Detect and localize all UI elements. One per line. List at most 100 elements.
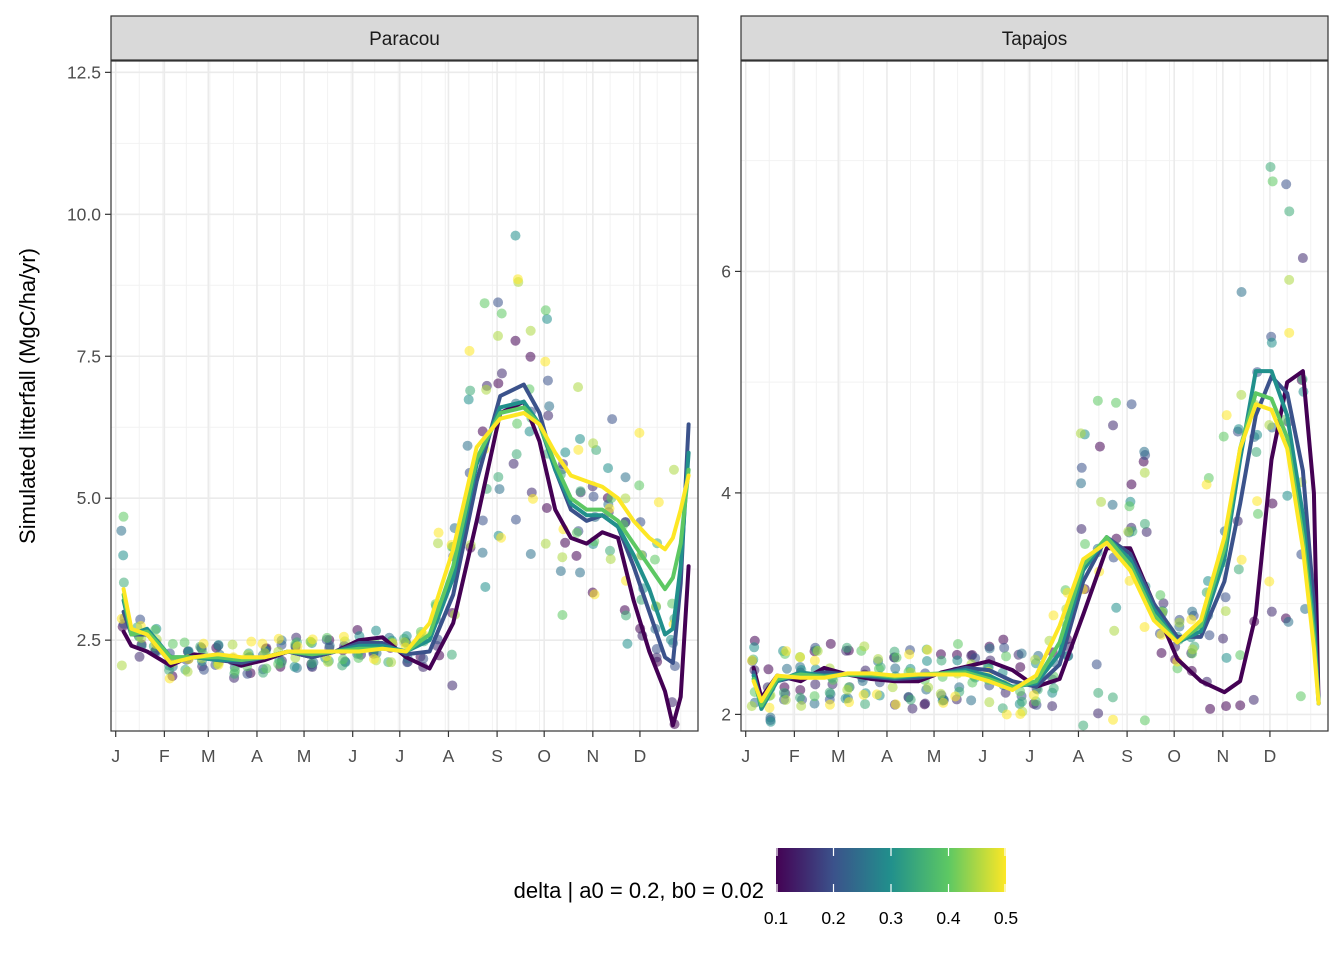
scatter-point [508,458,519,469]
y-axis-title: Simulated litterfall (MgC/ha/yr) [15,248,40,544]
scatter-point [480,581,491,592]
scatter-point [588,491,599,502]
scatter-point [1220,592,1231,603]
scatter-point [952,638,963,649]
scatter-point [525,325,536,336]
scatter-point [479,298,490,309]
scatter-point [1108,420,1119,431]
scatter-point [999,642,1010,653]
x-tick-label: J [395,746,404,766]
scatter-point [841,642,852,653]
scatter-point [649,554,660,565]
scatter-point [512,418,523,429]
scatter-point [935,688,946,699]
scatter-point [1284,206,1295,217]
x-tick-label: M [297,746,312,766]
x-tick-label: N [1217,746,1230,766]
y-tick-label: 4 [721,483,731,503]
scatter-point [589,589,600,600]
scatter-point [1220,606,1231,617]
scatter-point [1186,614,1197,625]
scatter-point [213,640,224,651]
scatter-point [493,378,504,389]
y-tick-label: 6 [721,261,731,281]
scatter-point [887,682,898,693]
scatter-point [858,689,869,700]
scatter-point [1047,701,1058,712]
scatter-point [1109,625,1120,636]
scatter-point [1187,644,1198,655]
scatter-point [1108,714,1119,725]
scatter-point [371,625,382,636]
scatter-point [511,449,522,460]
y-tick-label: 7.5 [77,346,101,366]
scatter-point [620,472,631,483]
scatter-point [573,444,584,455]
scatter-point [542,314,553,325]
scatter-point [541,502,552,513]
scatter-point [1123,526,1134,537]
scatter-point [510,335,521,346]
scatter-point [1107,692,1118,703]
scatter-point [1221,701,1232,712]
scatter-point [998,634,1009,645]
scatter-point [525,549,536,560]
y-tick-label: 10.0 [67,204,101,224]
scatter-point [433,527,444,538]
scatter-point [1187,606,1198,617]
scatter-point [1093,687,1104,698]
scatter-point [873,663,884,674]
scatter-point [1092,395,1103,406]
scatter-point [1016,648,1027,659]
scatter-point [1221,410,1232,421]
scatter-point [588,438,599,449]
scatter-point [182,666,193,677]
scatter-point [809,691,820,702]
scatter-point [555,566,566,577]
scatter-point [1266,606,1277,617]
scatter-point [824,699,835,710]
scatter-point [496,532,507,543]
scatter-point [1205,703,1216,714]
scatter-point [796,700,807,711]
scatter-point [542,375,553,386]
scatter-point [1126,479,1137,490]
scatter-point [557,552,568,563]
panel-paracou: Paracou 2.5 5.0 7.5 10.0 12.5 J F M A M J J A S O N D [67,15,699,766]
scatter-point [1236,554,1247,565]
scatter-point [1158,598,1169,609]
legend-ticks: 0.1 0.2 0.3 0.4 0.5 [764,848,1018,928]
scatter-point [905,694,916,705]
strip-background [110,15,699,61]
x-tick-label: S [491,746,503,766]
scatter-point [492,330,503,341]
scatter-point [907,703,918,714]
scatter-point [1139,518,1150,529]
scatter-point [524,426,535,437]
scatter-point [966,695,977,706]
scatter-point [764,702,775,713]
smooth-lines [121,382,691,728]
panel-border [110,60,699,732]
scatter-point [922,644,933,655]
scatter-point [781,646,792,657]
scatter-point [261,663,272,674]
x-tick-label: J [1025,746,1034,766]
scatter-point [167,638,178,649]
scatter-point [164,665,175,676]
scatter-point [844,697,855,708]
scatter-point [1218,633,1229,644]
scatter-point [1076,462,1087,473]
scatter-point [1267,176,1278,187]
x-tick-label: F [159,746,170,766]
series-line [751,402,1321,706]
scatter-point [765,716,776,727]
scatter-point [1093,708,1104,719]
scatter-point [1016,696,1027,707]
scatter-point [432,538,443,549]
scatter-point [1264,420,1275,431]
scatter-point [668,464,679,475]
scatter-point [573,382,584,393]
scatter-point [353,653,364,664]
